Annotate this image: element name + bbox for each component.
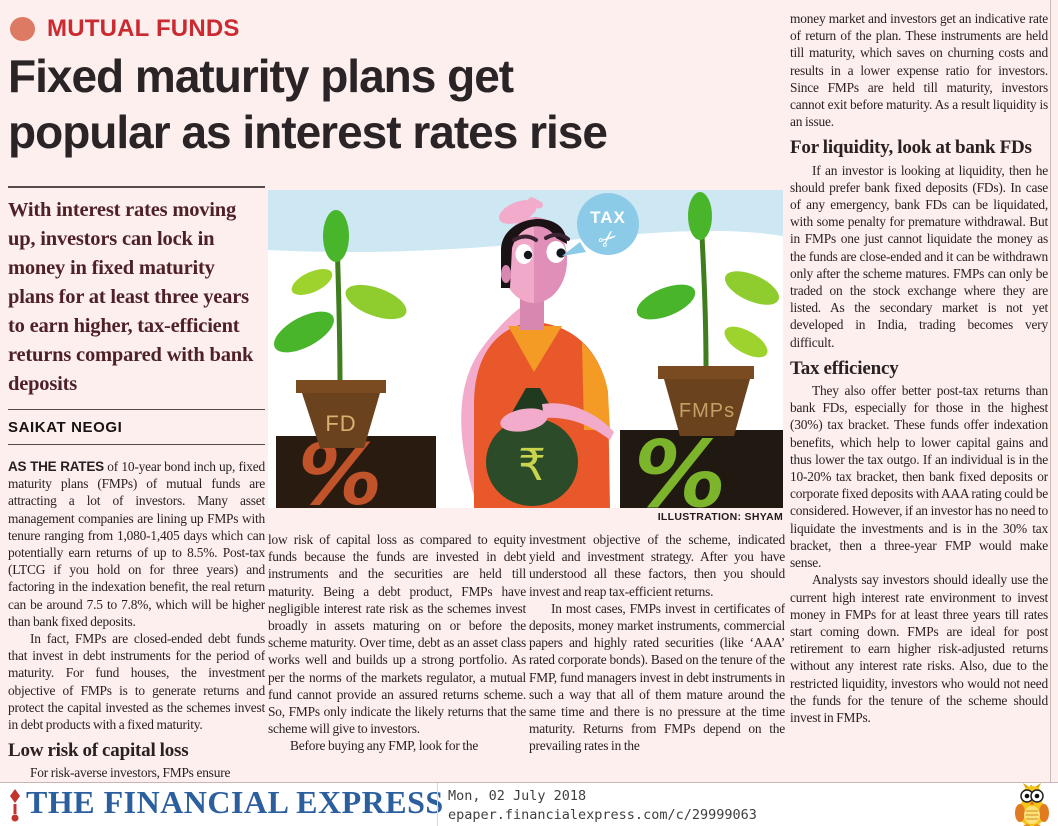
headline-line-2: popular as interest rates rise <box>8 106 608 158</box>
edition-date: Mon, 02 July 2018 <box>448 788 587 804</box>
article-headline: Fixed maturity plans get popular as inte… <box>8 48 778 160</box>
masthead-logo: THE FINANCIAL EXPRESS <box>26 784 444 820</box>
owl-mascot-icon <box>1015 783 1049 826</box>
column-1-body: AS THE RATES of 10-year bond inch up, fi… <box>8 458 265 806</box>
lead-in: AS THE RATES <box>8 459 104 474</box>
footer-meta: Mon, 02 July 2018 epaper.financialexpres… <box>448 787 757 825</box>
rule-below-standfirst <box>8 409 265 410</box>
paragraph: In fact, FMPs are closed-ended debt fund… <box>8 631 265 733</box>
holding-arm <box>542 403 614 440</box>
kicker-label: MUTUAL FUNDS <box>47 15 240 42</box>
ear <box>501 265 511 283</box>
paragraph: investment objective of the scheme, indi… <box>529 532 785 599</box>
byline: SAIKAT NEOGI <box>8 419 123 436</box>
fd-label: FD <box>325 411 356 436</box>
eyebrow <box>544 232 570 241</box>
fd-pot: FD <box>296 380 386 448</box>
epaper-url[interactable]: epaper.financialexpress.com/c/29999063 <box>448 807 757 823</box>
holding-hand <box>500 408 548 432</box>
fmps-label: FMPs <box>679 400 735 422</box>
paragraph: They also offer better post-tax returns … <box>790 383 1048 571</box>
man-figure: ₹ <box>461 197 614 508</box>
kicker-dot-icon <box>10 17 35 41</box>
paragraph: low risk of capital loss as compared to … <box>268 532 526 737</box>
fd-plant <box>274 210 407 387</box>
section-kicker: MUTUAL FUNDS <box>10 15 240 43</box>
rule-above-standfirst <box>8 186 265 188</box>
paragraph: In most cases, FMPs invest in certificat… <box>529 600 785 754</box>
collar <box>508 326 562 372</box>
paragraph: Analysts say investors should ideally us… <box>790 572 1048 725</box>
section-heading: Low risk of capital loss <box>8 740 189 762</box>
paragraph: money market and investors get an indica… <box>790 11 1048 130</box>
paragraph: If an investor is looking at liquidity, … <box>790 162 1048 350</box>
footer-bar: THE FINANCIAL EXPRESS Mon, 02 July 2018 … <box>0 782 1058 826</box>
illustration-credit: ILLUSTRATION: SHYAM <box>657 511 783 523</box>
right-column-rule <box>1050 0 1051 782</box>
rupee-symbol: ₹ <box>518 440 546 491</box>
tax-bubble: TAX ✂ <box>562 193 639 256</box>
headline-line-1: Fixed maturity plans get <box>8 50 514 102</box>
illustration: % FD % <box>268 190 783 528</box>
masthead-ornament-icon <box>10 789 20 822</box>
column-2: low risk of capital loss as compared to … <box>268 531 526 779</box>
footer-divider <box>437 783 438 826</box>
eyebrow <box>512 234 538 242</box>
rule-below-byline <box>8 444 265 445</box>
section-heading: Tax efficiency <box>790 357 899 379</box>
column-4: money market and investors get an indica… <box>790 10 1048 778</box>
paragraph: For risk-averse investors, FMPs ensure <box>30 765 231 781</box>
fmps-pot: FMPs <box>658 366 754 436</box>
paragraph: AS THE RATES of 10-year bond inch up, fi… <box>8 458 265 630</box>
fmps-plant <box>636 192 780 367</box>
tax-label: TAX <box>590 208 626 227</box>
paragraph-text: of 10-year bond inch up, fixed maturity … <box>8 459 265 629</box>
standfirst: With interest rates moving up, investors… <box>8 199 254 395</box>
section-heading: For liquidity, look at bank FDs <box>790 137 1032 159</box>
column-1: With interest rates moving up, investors… <box>8 186 265 806</box>
column-3: investment objective of the scheme, indi… <box>529 531 785 779</box>
paragraph: Before buying any FMP, look for the <box>290 738 479 754</box>
illustration-graphic: % FD % <box>268 190 783 528</box>
